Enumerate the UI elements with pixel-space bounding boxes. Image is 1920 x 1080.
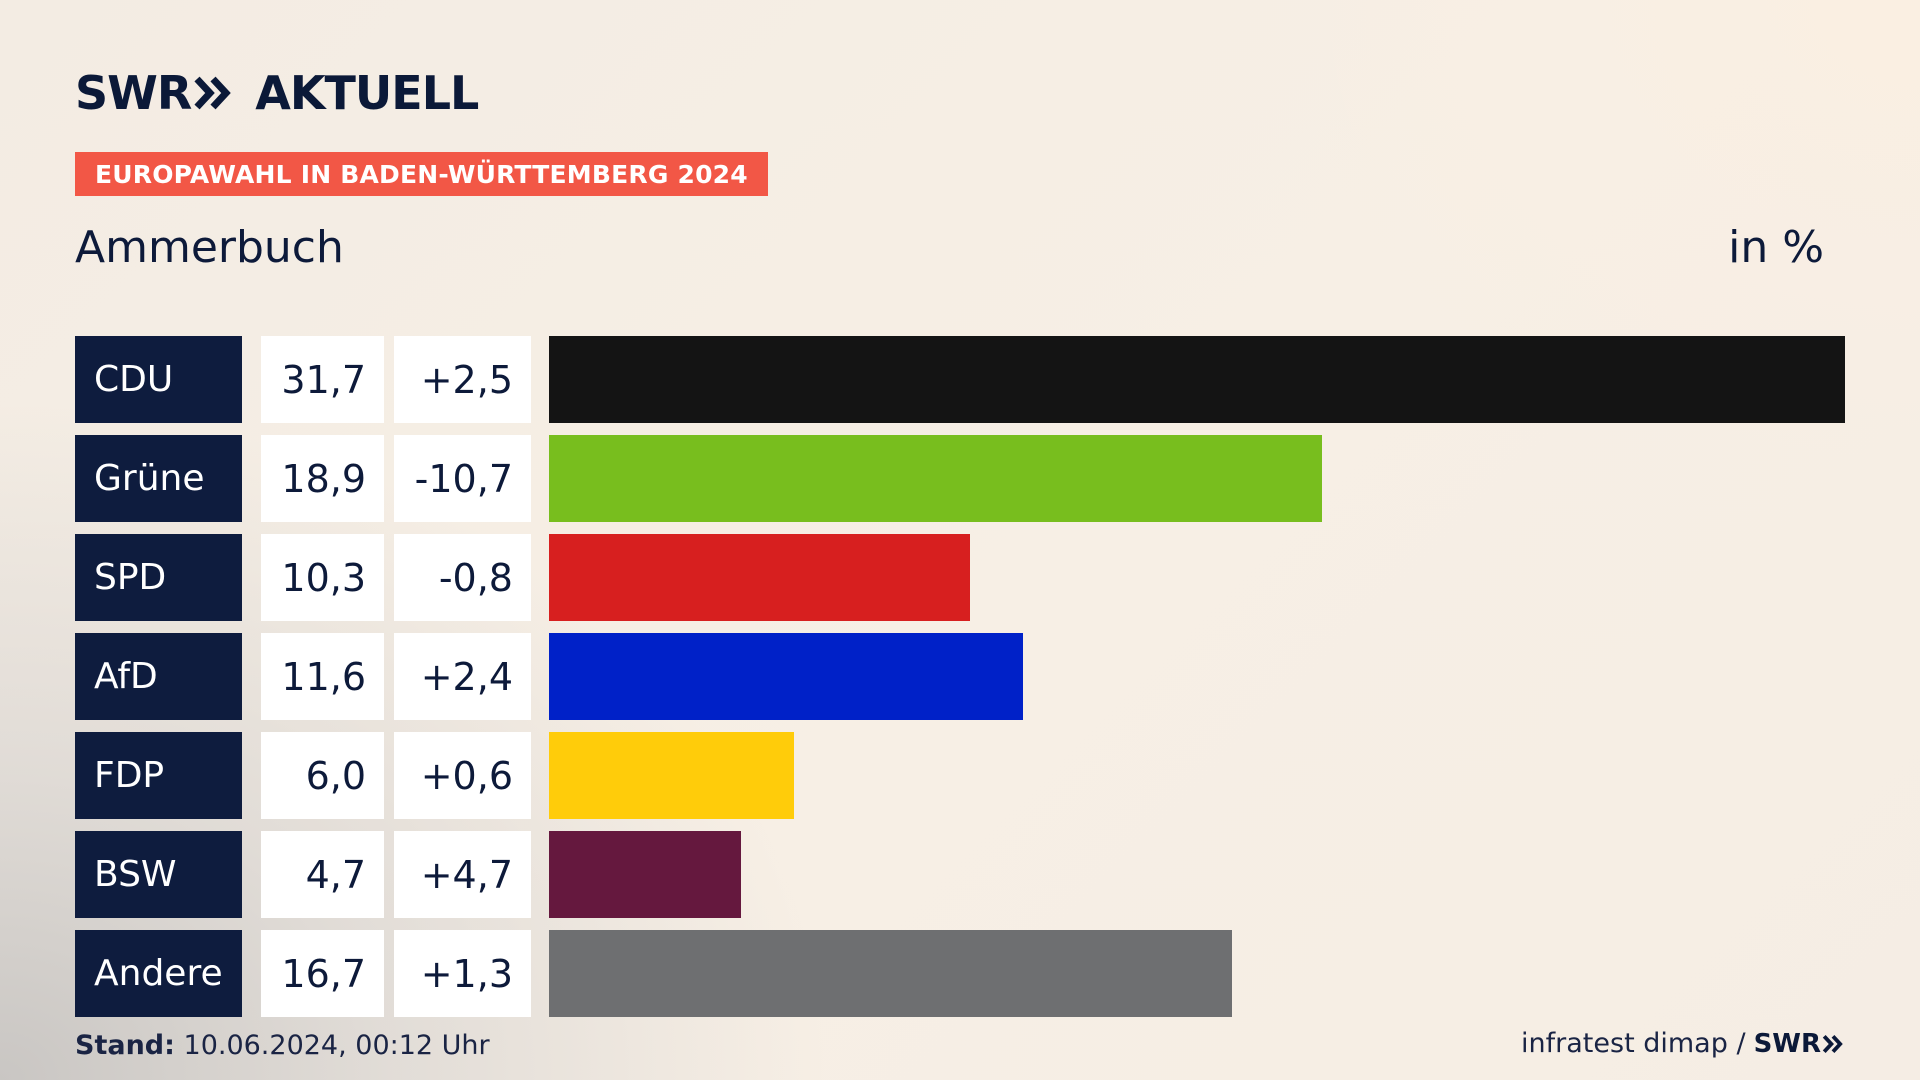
double-chevron-icon (194, 76, 232, 110)
source-text: infratest dimap / (1521, 1028, 1746, 1059)
result-row: SPD 10,3 -0,8 (75, 534, 1845, 621)
party-label: Grüne (75, 435, 242, 522)
stand-value: 10.06.2024, 00:12 Uhr (183, 1030, 490, 1061)
double-chevron-icon (1822, 1034, 1843, 1053)
vote-share-bar (549, 336, 1845, 423)
change-label: -10,7 (394, 435, 531, 522)
vote-share-label: 10,3 (261, 534, 384, 621)
region-title: Ammerbuch (75, 222, 344, 273)
change-label: +1,3 (394, 930, 531, 1017)
timestamp: Stand: 10.06.2024, 00:12 Uhr (75, 1030, 490, 1061)
party-label: AfD (75, 633, 242, 720)
brand-product: AKTUELL (255, 66, 479, 120)
stand-label: Stand: (75, 1030, 175, 1061)
vote-share-bar (549, 435, 1322, 522)
swr-mini-logo: SWR (1754, 1029, 1844, 1059)
vote-share-label: 6,0 (261, 732, 384, 819)
result-row: CDU 31,7 +2,5 (75, 336, 1845, 423)
vote-share-bar (549, 732, 794, 819)
vote-share-bar (549, 831, 741, 918)
vote-share-bar (549, 633, 1023, 720)
vote-share-bar (549, 930, 1232, 1017)
party-label: FDP (75, 732, 242, 819)
result-row: Andere 16,7 +1,3 (75, 930, 1845, 1017)
swr-logo: SWR (75, 66, 233, 120)
election-badge: EUROPAWAHL IN BADEN-WÜRTTEMBERG 2024 (75, 152, 768, 196)
change-label: +2,4 (394, 633, 531, 720)
source-brand: SWR (1753, 1028, 1821, 1059)
party-label: CDU (75, 336, 242, 423)
change-label: +0,6 (394, 732, 531, 819)
change-label: +4,7 (394, 831, 531, 918)
vote-share-label: 18,9 (261, 435, 384, 522)
result-row: FDP 6,0 +0,6 (75, 732, 1845, 819)
party-label: BSW (75, 831, 242, 918)
vote-share-label: 31,7 (261, 336, 384, 423)
vote-share-label: 16,7 (261, 930, 384, 1017)
result-row: BSW 4,7 +4,7 (75, 831, 1845, 918)
vote-share-label: 4,7 (261, 831, 384, 918)
swr-aktuell-logo: SWR AKTUELL (75, 66, 479, 120)
party-label: Andere (75, 930, 242, 1017)
change-label: +2,5 (394, 336, 531, 423)
source-credit: infratest dimap / SWR (1521, 1028, 1844, 1059)
vote-share-label: 11,6 (261, 633, 384, 720)
brand-name: SWR (75, 66, 192, 120)
party-label: SPD (75, 534, 242, 621)
result-row: AfD 11,6 +2,4 (75, 633, 1845, 720)
change-label: -0,8 (394, 534, 531, 621)
vote-share-bar (549, 534, 970, 621)
result-row: Grüne 18,9 -10,7 (75, 435, 1845, 522)
unit-label: in % (1728, 222, 1824, 273)
